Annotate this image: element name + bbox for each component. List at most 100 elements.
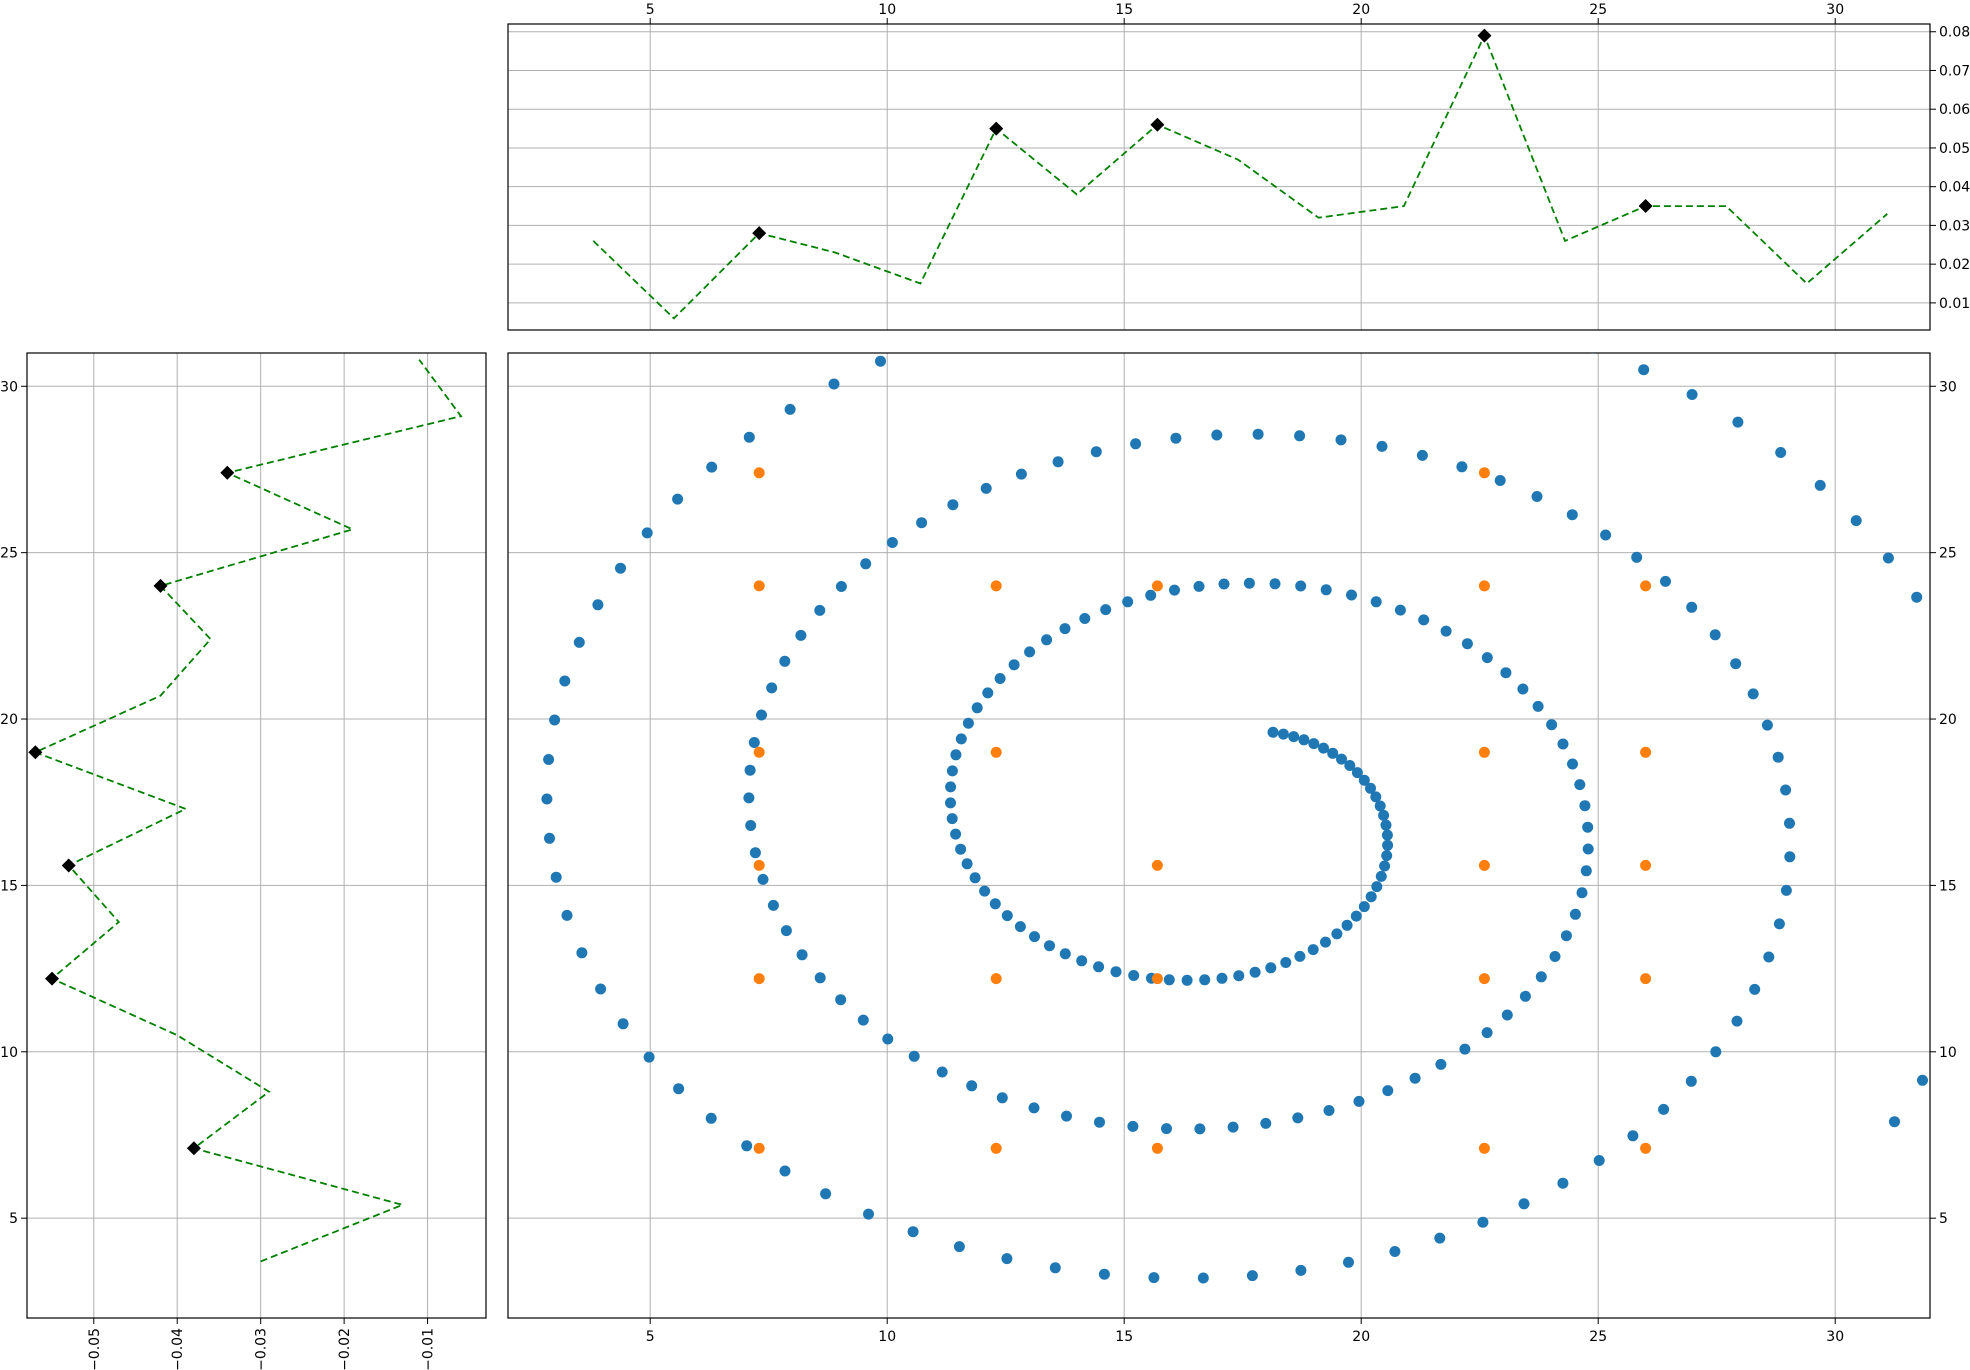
spiral-point: [1389, 1246, 1401, 1257]
y-tick-label: 10: [0, 1045, 18, 1061]
spiral-point: [743, 792, 755, 804]
x-tick-label: −0.02: [337, 1328, 353, 1370]
spiral-point: [908, 1050, 920, 1062]
spiral-point: [945, 797, 956, 809]
series-line: [32, 359, 463, 1263]
spiral-point: [1029, 304, 1040, 315]
y-tick-label: 25: [0, 546, 18, 562]
spiral-point: [706, 461, 718, 473]
spiral-point: [1440, 625, 1452, 637]
spiral-point: [1059, 948, 1071, 960]
spiral-point: [1567, 758, 1578, 770]
spiral-point: [1292, 1112, 1304, 1124]
spiral-point: [1531, 491, 1543, 502]
x-tick-label: 25: [1589, 2, 1607, 18]
spiral-point: [961, 858, 973, 870]
grid-point: [753, 467, 765, 479]
x-tick-label: −0.03: [254, 1328, 270, 1370]
y-tick-label: 20: [0, 712, 18, 728]
spiral-point: [953, 1241, 965, 1253]
spiral-point: [1311, 282, 1322, 293]
axes-frame: [507, 23, 1931, 331]
spiral-point: [1784, 817, 1795, 829]
spiral-point: [1710, 1046, 1722, 1058]
spiral-point: [1631, 551, 1643, 563]
spiral-point: [1100, 604, 1112, 616]
spiral-point: [757, 873, 769, 885]
spiral-point: [1686, 389, 1698, 400]
spiral-point: [863, 1208, 874, 1220]
spiral-point: [1194, 1123, 1206, 1135]
spiral-point: [1959, 988, 1970, 999]
spiral-point: [1379, 860, 1391, 872]
spiral-point: [672, 493, 684, 505]
spiral-point: [1227, 1121, 1239, 1133]
spiral-point: [1130, 438, 1142, 450]
spiral-point: [559, 675, 571, 687]
spiral-point: [1730, 658, 1742, 670]
spiral-point: [1784, 851, 1796, 863]
spiral-point: [1327, 747, 1339, 759]
spiral-point: [1094, 1116, 1105, 1128]
spiral-point: [1344, 760, 1356, 771]
spiral-point: [1459, 1043, 1471, 1055]
spiral-point: [1093, 961, 1105, 973]
spiral-point: [975, 318, 986, 329]
spiral-point: [1145, 589, 1157, 601]
spiral-point: [779, 1165, 791, 1177]
grid-point: [1151, 1142, 1163, 1154]
spiral-point: [946, 765, 958, 777]
spiral-point: [916, 517, 928, 529]
spiral-point: [576, 947, 588, 959]
spiral-point: [1557, 1177, 1569, 1189]
spiral-point: [1380, 819, 1392, 831]
spiral-point: [1582, 821, 1594, 833]
spiral-point: [1557, 738, 1569, 750]
spiral-point: [1378, 809, 1390, 821]
spiral-point: [1941, 1032, 1952, 1043]
spiral-point: [1546, 719, 1558, 731]
spiral-point: [1850, 515, 1862, 527]
spiral-point: [573, 636, 585, 648]
spiral-point: [1197, 1272, 1209, 1284]
grid-point: [1478, 973, 1490, 985]
grid-point: [1640, 746, 1652, 758]
spiral-point: [1532, 700, 1544, 712]
spiral-point: [1059, 623, 1071, 635]
y-tick-label: 0.08: [1939, 25, 1970, 41]
y-tick-label: 5: [9, 1211, 18, 1227]
spiral-point: [1318, 742, 1329, 754]
spiral-point: [617, 1018, 629, 1030]
spiral-point: [1196, 281, 1207, 292]
spiral-point: [1029, 931, 1040, 943]
spiral-point: [1660, 575, 1671, 587]
spiral-point: [1593, 1155, 1605, 1166]
spiral-point: [969, 872, 981, 884]
spiral-point: [1341, 919, 1353, 931]
x-tick-label: 5: [646, 2, 655, 18]
spiral-point: [1370, 791, 1382, 803]
spiral-point: [1216, 972, 1228, 984]
spiral-point: [1935, 633, 1946, 644]
y-tick-label: 5: [1939, 1211, 1948, 1227]
spiral-point: [1335, 434, 1347, 446]
y-tick-label: 10: [1939, 1045, 1957, 1061]
spiral-point: [1365, 891, 1377, 903]
spiral-point: [857, 1014, 869, 1026]
spiral-point: [1382, 839, 1394, 851]
spiral-point: [1061, 1110, 1072, 1122]
spiral-point: [1320, 936, 1331, 948]
grid-point: [1151, 973, 1163, 985]
spiral-point: [1269, 578, 1281, 590]
spiral-point: [886, 537, 898, 548]
spiral-point: [767, 899, 779, 911]
spiral-point: [1294, 430, 1306, 442]
spiral-point: [1409, 1072, 1421, 1084]
spiral-point: [1375, 870, 1387, 882]
spiral-point: [1480, 308, 1491, 319]
spiral-point: [641, 527, 653, 539]
spiral-point: [1576, 887, 1588, 899]
spiral-point: [643, 1051, 655, 1063]
spiral-point: [1295, 1264, 1307, 1276]
main-points: [541, 281, 1970, 1284]
